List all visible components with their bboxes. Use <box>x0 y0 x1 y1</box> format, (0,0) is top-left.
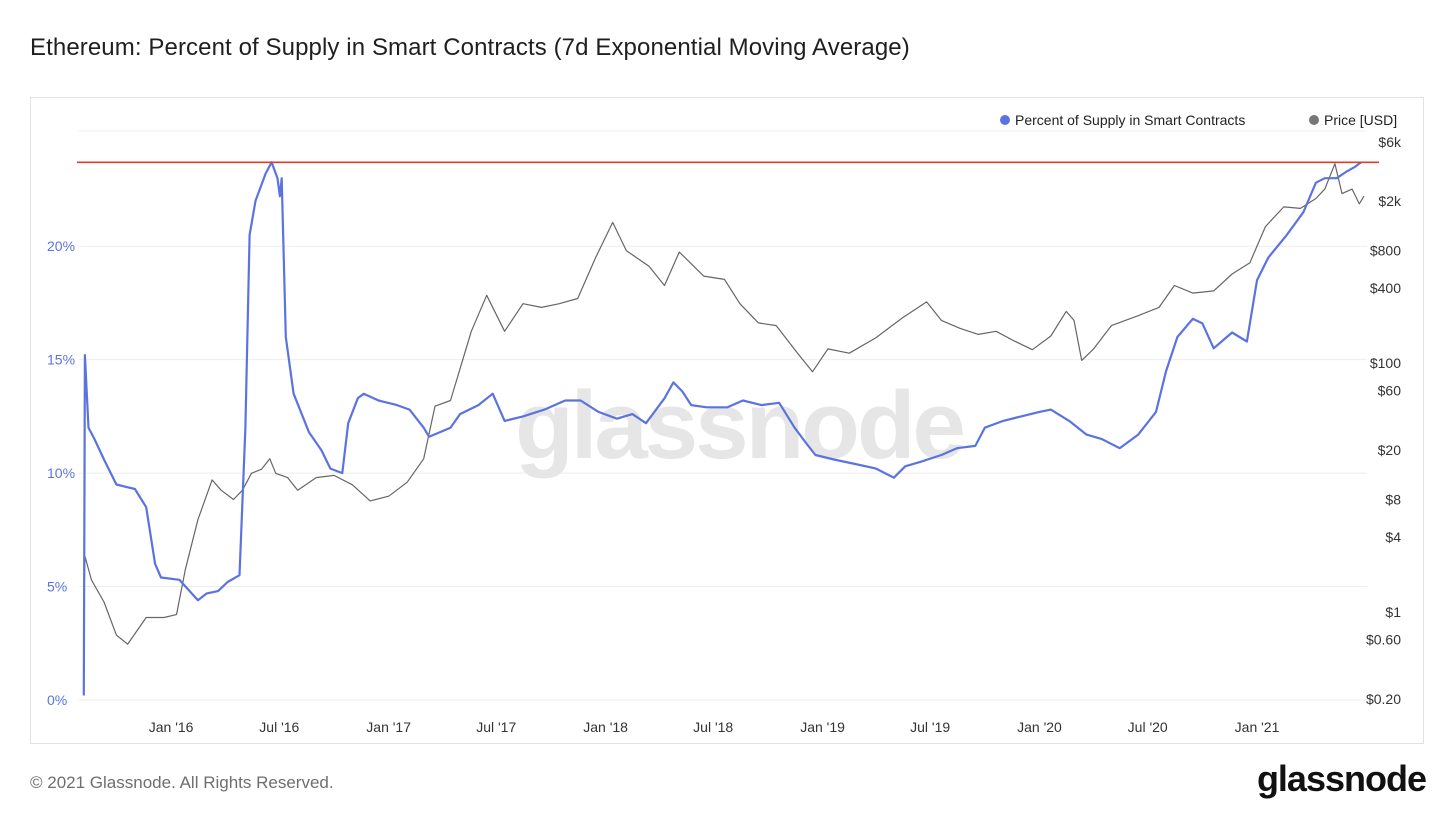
brand-logo: glassnode <box>1256 758 1427 799</box>
legend-dot-price <box>1309 115 1319 125</box>
right-tick-label: $4 <box>1385 529 1401 545</box>
legend: Percent of Supply in Smart Contracts Pric… <box>1000 112 1397 128</box>
x-tick-label: Jan '19 <box>800 719 845 735</box>
right-tick-label: $0.20 <box>1366 691 1401 707</box>
x-tick-label: Jan '16 <box>149 719 194 735</box>
left-tick-label: 10% <box>47 465 75 481</box>
left-tick-label: 0% <box>47 692 67 708</box>
x-tick-label: Jan '20 <box>1017 719 1062 735</box>
right-axis-ticks: $0.20 $0.60 $1 $4 $8 $20 $60 $100 $400 $800 $2k $6k <box>1366 134 1402 707</box>
x-tick-label: Jul '17 <box>476 719 516 735</box>
x-tick-label: Jan '17 <box>366 719 411 735</box>
right-tick-label: $6k <box>1378 134 1402 150</box>
x-tick-label: Jul '16 <box>259 719 299 735</box>
chart-title: Ethereum: Percent of Supply in Smart Con… <box>30 34 910 61</box>
gridlines <box>79 130 1367 701</box>
x-tick-label: Jan '18 <box>583 719 628 735</box>
left-axis-ticks: 0% 5% 10% 15% 20% <box>47 238 75 708</box>
x-tick-label: Jan '21 <box>1235 719 1280 735</box>
series-line <box>83 163 1365 645</box>
right-tick-label: $2k <box>1378 193 1402 209</box>
legend-dot-supply <box>1000 115 1010 125</box>
right-tick-label: $400 <box>1370 280 1401 296</box>
right-tick-label: $20 <box>1378 442 1402 458</box>
watermark: glassnode <box>515 372 963 479</box>
right-tick-label: $1 <box>1385 604 1401 620</box>
supply-series <box>82 161 1362 696</box>
x-tick-label: Jul '20 <box>1128 719 1168 735</box>
legend-label-price: Price [USD] <box>1324 112 1397 128</box>
right-tick-label: $8 <box>1385 491 1401 507</box>
right-tick-label: $60 <box>1378 383 1402 399</box>
x-axis-ticks: Jan '16 Jul '16 Jan '17 Jul '17 Jan '18 Jul '… <box>149 719 1280 735</box>
right-tick-label: $100 <box>1370 355 1401 371</box>
price-series <box>83 163 1365 645</box>
left-tick-label: 20% <box>47 238 75 254</box>
left-tick-label: 5% <box>47 579 67 595</box>
x-tick-label: Jul '18 <box>693 719 733 735</box>
right-tick-label: $800 <box>1370 243 1401 259</box>
chart-frame: glassnode 0% 5% 10% 15% 20% $0.20 $0.60 $1 $4 $8… <box>30 97 1424 744</box>
legend-label-supply: Percent of Supply in Smart Contracts <box>1015 112 1245 128</box>
left-tick-label: 15% <box>47 352 75 368</box>
series-line <box>82 161 1362 696</box>
x-tick-label: Jul '19 <box>910 719 950 735</box>
chart-canvas[interactable]: glassnode 0% 5% 10% 15% 20% $0.20 $0.60 $1 $4 $8… <box>31 98 1425 745</box>
copyright-text: © 2021 Glassnode. All Rights Reserved. <box>30 773 334 792</box>
right-tick-label: $0.60 <box>1366 631 1401 647</box>
